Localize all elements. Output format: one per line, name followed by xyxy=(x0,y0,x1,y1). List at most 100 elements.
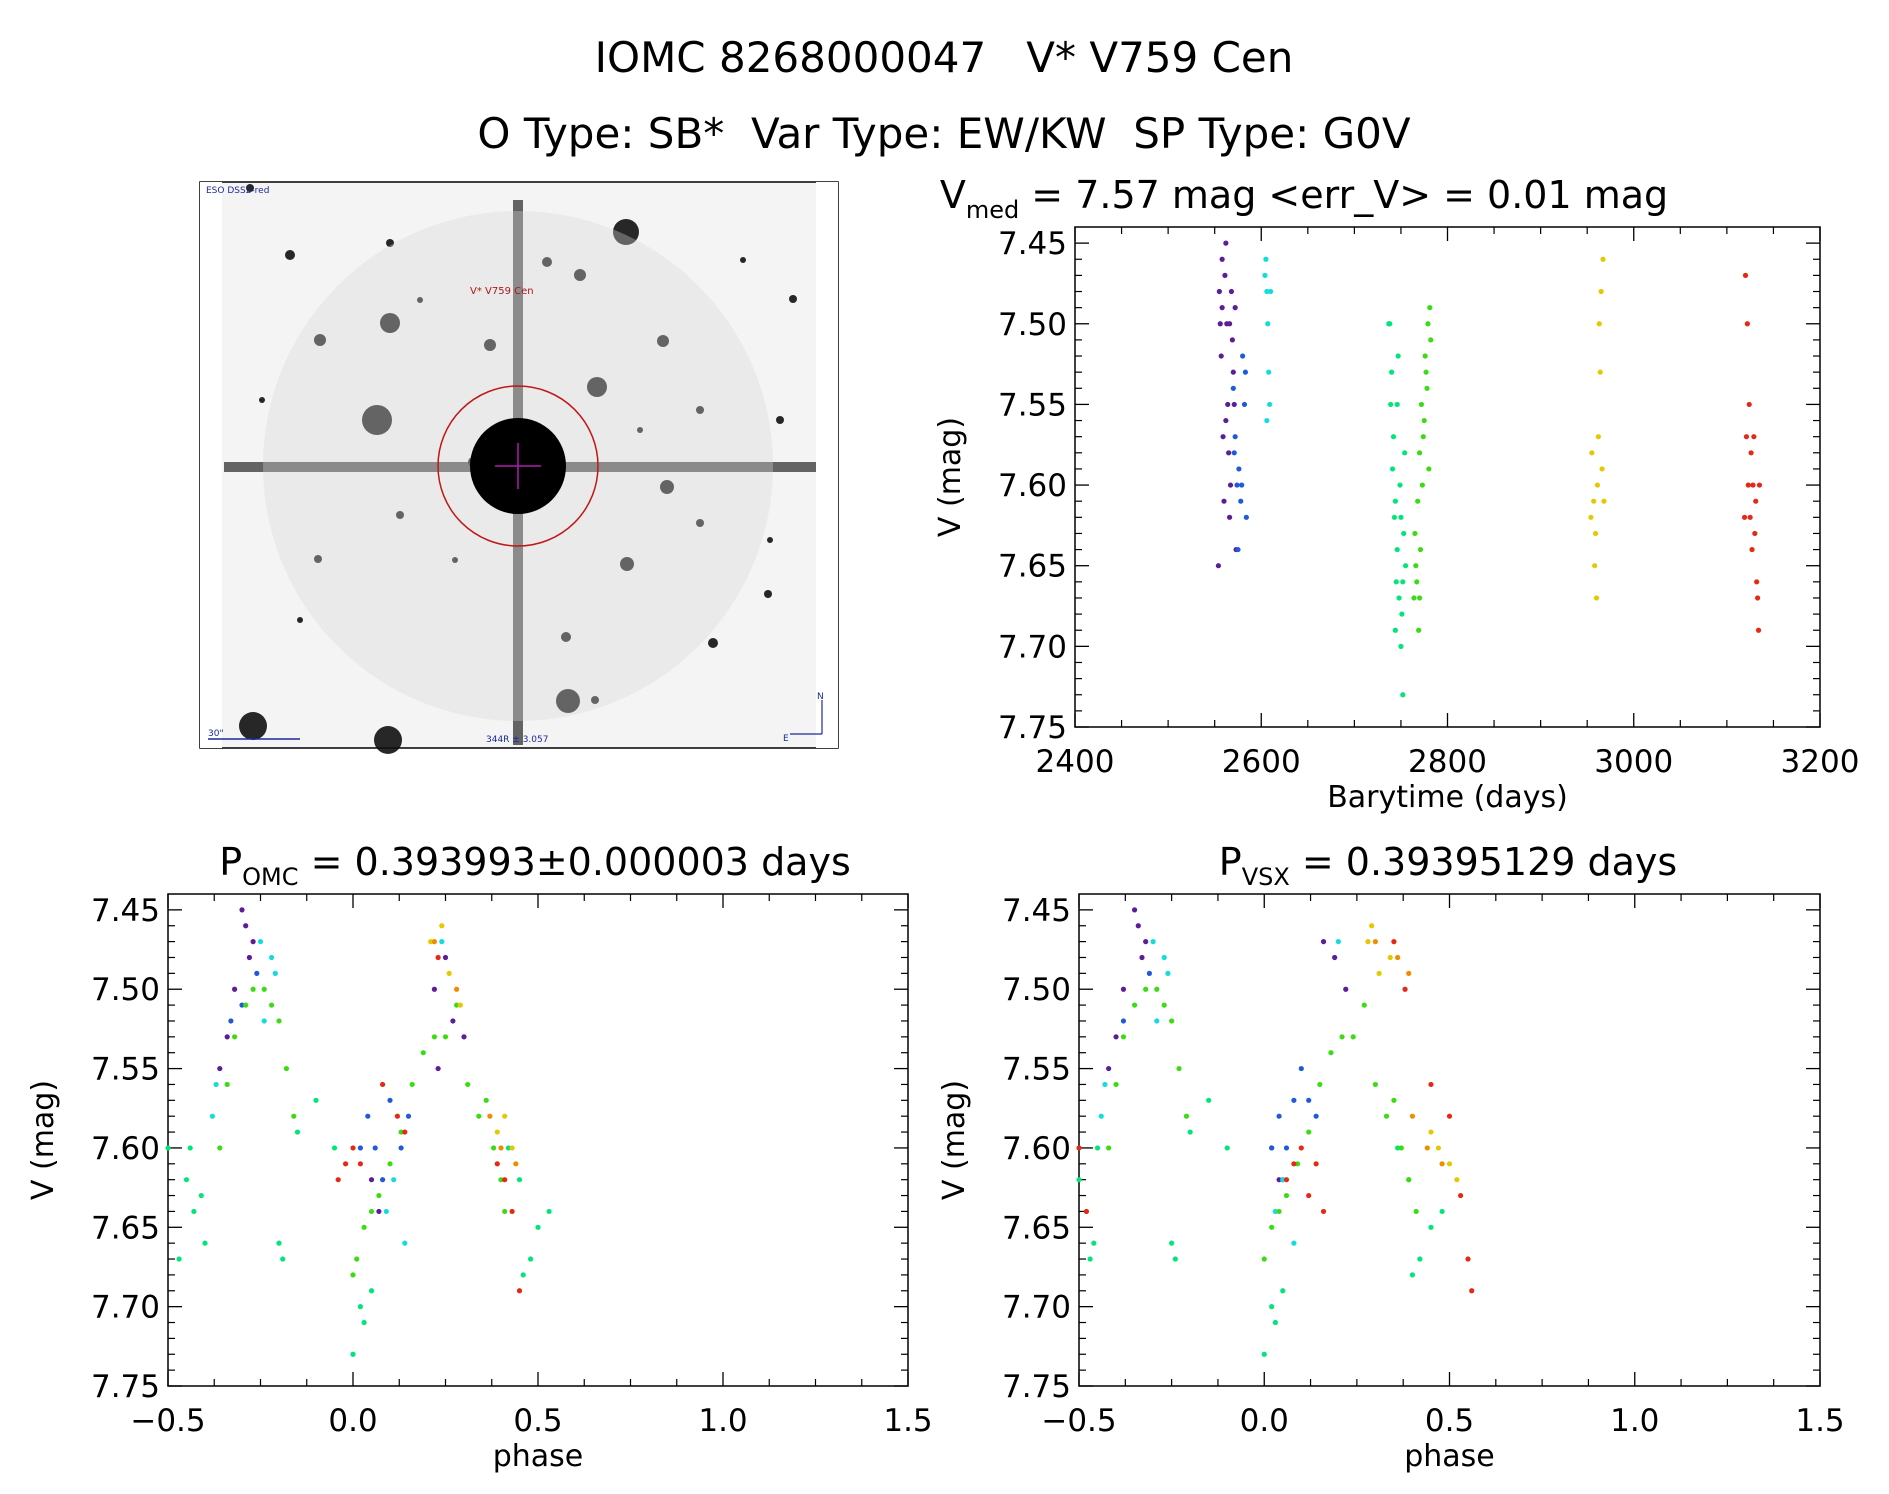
y-tick-label: 7.70 xyxy=(1002,1290,1071,1326)
plot-frame xyxy=(1078,893,1821,1387)
field-star xyxy=(246,184,254,192)
data-point-blue xyxy=(380,1177,386,1183)
data-point-cyan xyxy=(402,1240,408,1246)
data-point-red xyxy=(1076,1145,1082,1151)
coord-label: 344R ± 3.057 xyxy=(486,735,548,745)
data-point-green xyxy=(1176,1065,1182,1072)
data-point-purple xyxy=(1343,986,1349,992)
data-point-spring xyxy=(1076,1177,1082,1183)
data-point-purple xyxy=(1139,954,1145,961)
data-point-spring xyxy=(1388,401,1394,408)
data-point-purple xyxy=(1227,482,1234,488)
data-point-spring xyxy=(187,1145,193,1151)
data-point-yellow xyxy=(1592,563,1598,569)
data-point-red xyxy=(1754,579,1760,585)
y-axis-label: V (mag) xyxy=(937,1080,972,1200)
data-point-spring xyxy=(357,1304,363,1310)
field-star xyxy=(297,617,303,623)
data-point-blue xyxy=(254,970,260,976)
data-point-purple xyxy=(1219,256,1225,262)
data-point-orange xyxy=(498,1145,504,1151)
data-point-red xyxy=(1469,1288,1475,1294)
data-point-spring xyxy=(1399,611,1405,617)
data-point-green xyxy=(261,986,267,992)
y-axis-label: V (mag) xyxy=(26,1080,61,1200)
data-point-cyan xyxy=(209,1113,215,1119)
data-point-purple xyxy=(1276,1177,1282,1183)
phase-plot-vsx: PVSX = 0.39395129 days −0.5 0.0 0.5 1.0 1.5 7… xyxy=(937,840,1845,1474)
data-point-yellow xyxy=(439,923,445,929)
field-star xyxy=(740,257,746,263)
data-point-red xyxy=(1753,498,1759,504)
x-tick-label: 0.5 xyxy=(513,1403,562,1439)
field-star xyxy=(764,590,772,598)
data-point-red xyxy=(1755,627,1762,633)
data-point-red xyxy=(402,1129,408,1135)
data-point-green xyxy=(1411,595,1417,601)
data-point-red xyxy=(1391,939,1397,945)
data-point-blue xyxy=(1146,970,1152,976)
data-point-green xyxy=(361,1224,367,1230)
y-tick-label: 7.60 xyxy=(91,1131,160,1167)
data-point-green xyxy=(1413,1208,1419,1215)
data-point-blue xyxy=(1231,450,1237,456)
data-point-red xyxy=(1465,1256,1471,1262)
data-point-red xyxy=(1749,546,1755,553)
data-point-green xyxy=(1143,986,1149,992)
data-point-red xyxy=(1083,1208,1090,1215)
data-point-blue xyxy=(1235,546,1241,553)
sky-image-panel: ESO DSS2-red V* V759 Cen 30" 344R ± 3.05… xyxy=(199,181,839,754)
y-tick-label: 7.55 xyxy=(998,387,1067,423)
data-point-purple xyxy=(1113,1034,1119,1040)
y-tick-label: 7.65 xyxy=(1002,1210,1071,1246)
data-point-purple xyxy=(1106,1065,1112,1072)
data-point-red xyxy=(394,1113,400,1119)
data-point-green xyxy=(498,1177,504,1183)
data-point-green xyxy=(1420,434,1426,440)
data-point-red xyxy=(1756,482,1763,488)
field-star xyxy=(285,250,295,260)
data-point-orange xyxy=(431,939,437,945)
data-point-cyan xyxy=(1263,256,1269,262)
data-point-orange xyxy=(1406,970,1412,976)
data-point-cyan xyxy=(439,939,445,945)
data-point-green xyxy=(1413,563,1419,569)
data-point-orange xyxy=(487,1113,493,1119)
data-point-purple xyxy=(442,954,449,961)
data-point-green xyxy=(431,1034,437,1040)
data-point-spring xyxy=(1394,401,1400,408)
data-point-red xyxy=(1746,401,1752,408)
data-point-purple xyxy=(1226,321,1233,327)
x-tick-label: 1.5 xyxy=(1795,1403,1844,1439)
data-point-yellow xyxy=(1435,1145,1441,1151)
data-point-red xyxy=(502,1177,508,1183)
data-point-orange xyxy=(1372,939,1378,945)
data-point-blue xyxy=(1120,1018,1127,1024)
data-point-blue xyxy=(365,1113,371,1119)
field-star xyxy=(417,297,423,303)
x-tick-label: 1.0 xyxy=(698,1403,747,1439)
data-point-purple xyxy=(1219,305,1225,311)
data-point-green xyxy=(217,1145,223,1151)
x-axis-label: phase xyxy=(1404,1439,1495,1474)
data-point-spring xyxy=(1390,434,1397,440)
data-point-spring xyxy=(176,1256,182,1262)
data-point-purple xyxy=(1226,514,1233,520)
data-point-green xyxy=(502,1208,508,1215)
data-point-cyan xyxy=(213,1081,219,1088)
data-point-red xyxy=(1747,514,1753,520)
x-tick-label: 3200 xyxy=(1781,744,1860,780)
y-tick-label: 7.50 xyxy=(1002,972,1071,1008)
data-point-red xyxy=(1320,1208,1327,1215)
data-point-spring xyxy=(350,1351,356,1357)
data-point-spring xyxy=(1272,1319,1278,1326)
data-point-red xyxy=(1750,482,1756,488)
y-tick-label: 7.75 xyxy=(998,710,1067,746)
data-point-green xyxy=(1416,595,1423,601)
data-point-cyan xyxy=(269,954,275,961)
data-point-cyan xyxy=(1264,417,1270,424)
data-point-purple xyxy=(243,923,249,929)
data-point-purple xyxy=(376,1208,382,1215)
data-point-spring xyxy=(546,1208,552,1215)
data-point-blue xyxy=(398,1145,404,1151)
